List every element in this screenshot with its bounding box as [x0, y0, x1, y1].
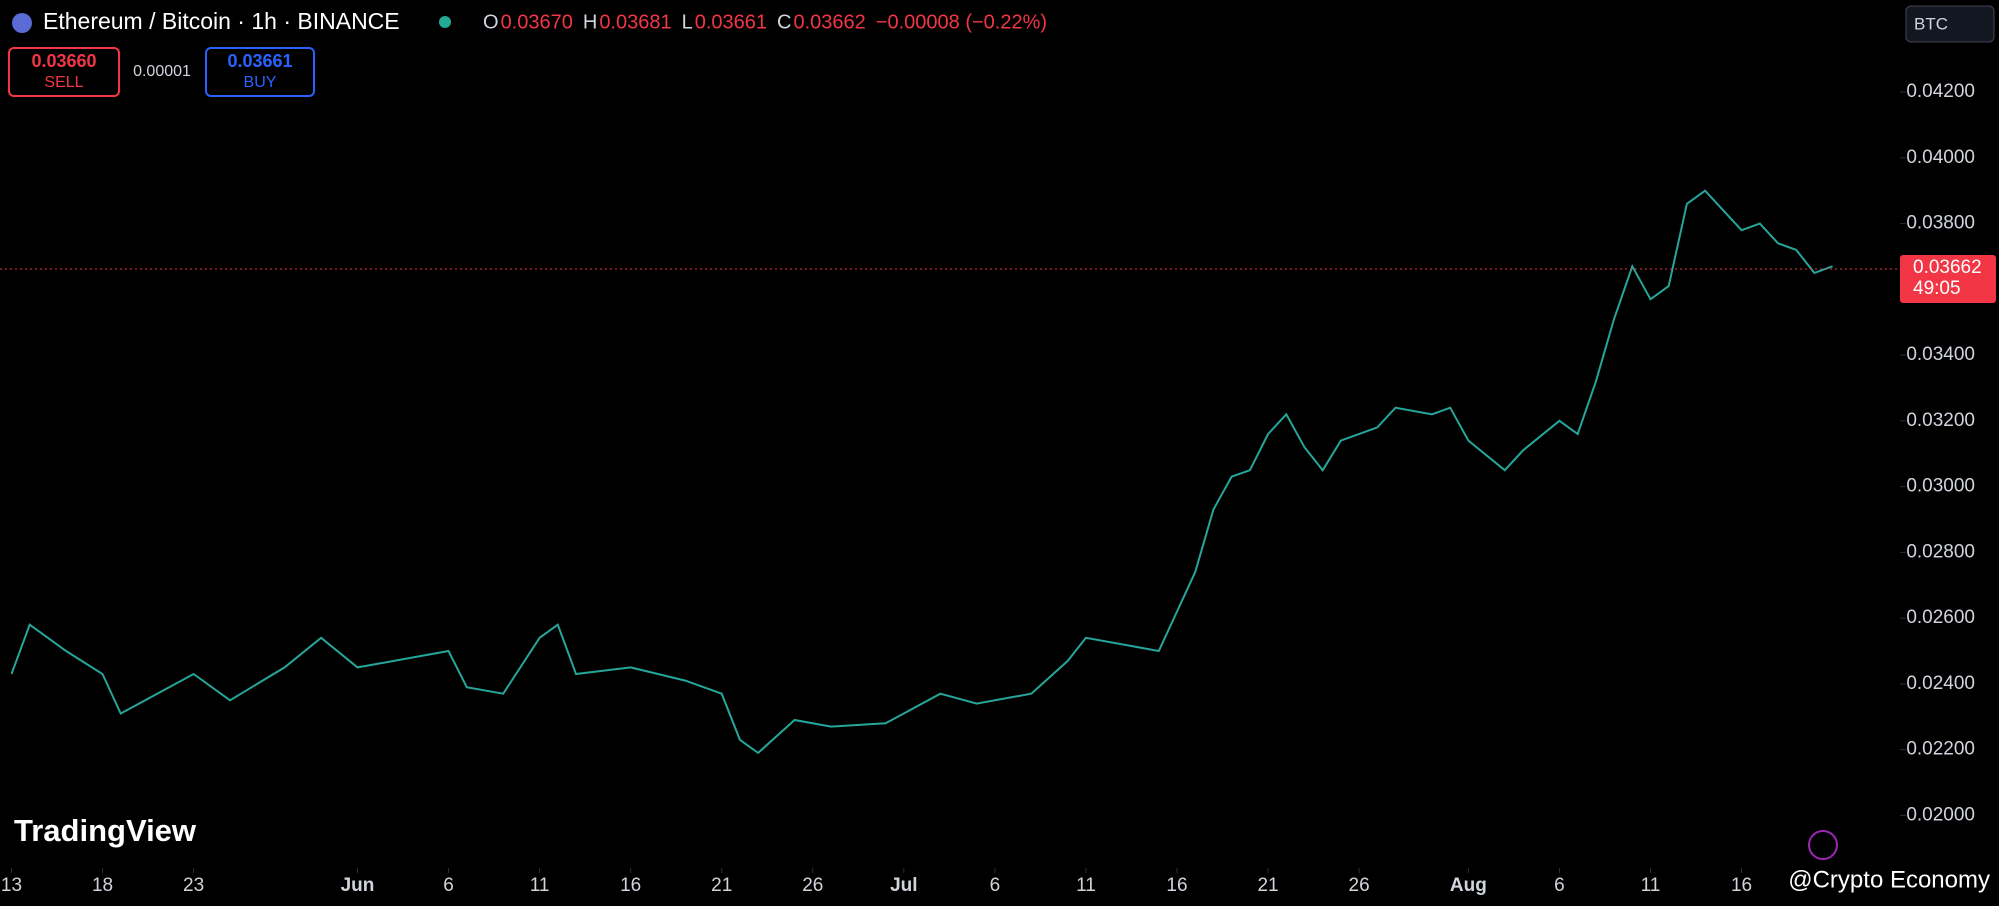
status-dot — [439, 16, 451, 28]
ohlc-value: 0.03661 — [695, 11, 767, 33]
countdown: 49:05 — [1913, 278, 1961, 299]
x-tick-label: Jun — [341, 875, 375, 896]
y-tick-label: 0.04000 — [1906, 147, 1975, 168]
x-tick-label: Aug — [1450, 875, 1487, 896]
y-tick-label: 0.03200 — [1906, 410, 1975, 431]
x-tick-label: 13 — [1, 875, 22, 896]
y-tick-label: 0.02000 — [1906, 804, 1975, 825]
y-tick-label: 0.03400 — [1906, 344, 1975, 365]
x-tick-label: 6 — [1554, 875, 1565, 896]
x-tick-label: 11 — [530, 875, 550, 896]
x-tick-label: 6 — [443, 875, 454, 896]
sell-label: SELL — [44, 74, 83, 91]
ohlc: O 0.03670 H 0.03681 L 0.03661 C 0.03662 −0.00008… — [483, 11, 1047, 33]
x-tick-label: 26 — [802, 875, 823, 896]
last-price-label: 0.03662 — [1913, 257, 1982, 278]
x-tick-label: 16 — [1731, 875, 1752, 896]
x-tick-label: 21 — [711, 875, 732, 896]
x-tick-label: 16 — [1166, 875, 1187, 896]
buy-button[interactable] — [205, 47, 315, 97]
change: −0.00008 (−0.22%) — [876, 11, 1047, 33]
ohlc-key: L — [682, 11, 693, 33]
y-tick-label: 0.03800 — [1906, 213, 1975, 234]
currency: BTC — [1914, 14, 1948, 33]
x-tick-label: Jul — [890, 875, 917, 896]
spread: 0.00001 — [133, 63, 191, 80]
x-tick-label: 18 — [92, 875, 113, 896]
x-tick-label: 6 — [990, 875, 1001, 896]
y-tick-label: 0.04200 — [1906, 81, 1975, 102]
x-tick-label: 11 — [1641, 875, 1661, 896]
flash-icon[interactable] — [1808, 830, 1838, 860]
x-tick-label: 11 — [1076, 875, 1096, 896]
x-tick-label: 26 — [1349, 875, 1370, 896]
price-line — [10, 189, 1833, 755]
y-tick-label: 0.02800 — [1906, 541, 1975, 562]
sell-price: 0.03660 — [31, 51, 96, 71]
buy-price: 0.03661 — [227, 51, 292, 71]
ohlc-key: C — [777, 11, 791, 33]
y-tick-label: 0.02600 — [1906, 607, 1975, 628]
currency-select[interactable] — [1905, 5, 1995, 43]
sell-button[interactable] — [8, 47, 120, 97]
ohlc-value: 0.03662 — [793, 11, 865, 33]
y-tick-label: 0.02400 — [1906, 673, 1975, 694]
x-tick-label: 21 — [1257, 875, 1278, 896]
symbol-icon — [12, 13, 32, 33]
y-tick-label: 0.03000 — [1906, 476, 1975, 497]
symbol: Ethereum / Bitcoin · 1h · BINANCE — [43, 8, 400, 34]
ohlc-value: 0.03670 — [501, 11, 573, 33]
last-price-box — [1900, 254, 1996, 303]
x-tick-label: 16 — [620, 875, 641, 896]
ohlc-key: H — [583, 11, 597, 33]
ohlc-value: 0.03681 — [599, 11, 671, 33]
tradingview-logo: TradingView — [14, 813, 197, 848]
watermark: @Crypto Economy — [1788, 866, 1990, 893]
ohlc-key: O — [483, 11, 499, 33]
buy-label: BUY — [244, 74, 277, 91]
x-tick-label: 23 — [183, 875, 204, 896]
y-tick-label: 0.02200 — [1906, 739, 1975, 760]
